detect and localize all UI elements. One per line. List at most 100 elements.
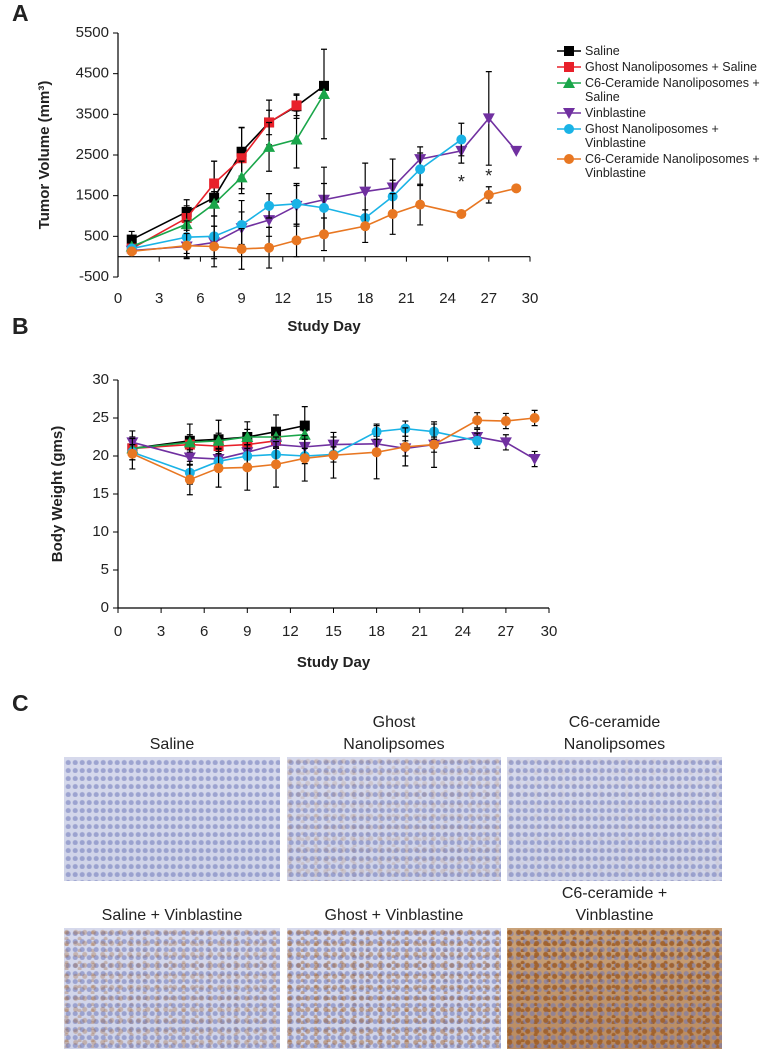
y-tick-label: 4500 (76, 65, 109, 82)
image-title: Nanolipsomes (564, 736, 665, 753)
marker (271, 459, 282, 470)
y-tick-label: 5500 (76, 24, 109, 41)
x-tick-label: 24 (439, 290, 456, 307)
marker (510, 145, 523, 157)
marker (415, 199, 426, 210)
marker (208, 197, 221, 209)
legend-swatch (557, 108, 581, 119)
legend-swatch (557, 62, 581, 72)
legend-item: Vinblastine (556, 106, 771, 120)
legend-item: Ghost Nanoliposomes + Vinblastine (556, 122, 771, 150)
marker (209, 241, 220, 252)
y-tick-label: 0 (101, 599, 109, 616)
marker (264, 200, 275, 211)
ihc-image (507, 757, 722, 881)
y-tick-label: 20 (92, 447, 109, 464)
marker (291, 235, 302, 246)
marker (328, 450, 339, 461)
marker (483, 189, 494, 200)
image-title: Ghost (373, 714, 416, 731)
x-tick-label: 9 (243, 623, 251, 640)
marker (371, 447, 382, 458)
marker (318, 88, 330, 99)
marker (236, 243, 247, 254)
legend-label: C6-Ceramide Nanoliposomes + Vinblastine (585, 152, 760, 180)
marker (319, 229, 329, 240)
x-tick-label: 24 (454, 623, 471, 640)
y-tick-label: 500 (84, 227, 109, 244)
y-tick-label: 3500 (76, 105, 109, 122)
marker (212, 434, 225, 446)
legend-label: C6-Ceramide Nanoliposomes + Saline (585, 76, 760, 104)
marker (564, 124, 574, 134)
series-line (132, 433, 305, 450)
x-tick-label: 15 (316, 290, 333, 307)
annotation: * (458, 172, 465, 192)
image-title: Vinblastine (576, 907, 654, 924)
image-title: C6-ceramide (569, 714, 661, 731)
image-title: Ghost + Vinblastine (325, 907, 464, 924)
x-tick-label: 12 (274, 290, 291, 307)
y-tick-label: 15 (92, 485, 109, 502)
marker (482, 113, 495, 125)
marker (528, 454, 541, 466)
marker (400, 441, 411, 452)
marker (241, 431, 254, 442)
marker (126, 234, 137, 245)
panel-label: A (12, 0, 29, 26)
x-tick-label: 15 (325, 623, 342, 640)
x-tick-label: 6 (196, 290, 204, 307)
y-axis-label: Tumor Volume (mm³) (36, 81, 53, 230)
marker (564, 154, 574, 164)
marker (472, 435, 483, 446)
legend-label: Ghost Nanoliposomes + Vinblastine (585, 122, 719, 150)
marker (499, 437, 512, 449)
x-tick-label: 3 (155, 290, 163, 307)
x-tick-label: 18 (357, 290, 374, 307)
image-title: Saline (150, 736, 195, 753)
ihc-image (64, 928, 280, 1049)
ihc-image (507, 928, 722, 1049)
marker (236, 153, 247, 164)
x-tick-label: 21 (398, 290, 415, 307)
ihc-image (64, 757, 280, 881)
chart: B 0 5 10 15 20 25 30 0 3 6 9 12 15 18 21 24 27 30 Study Day… (12, 313, 557, 671)
y-tick-label: 5 (101, 561, 109, 578)
marker (360, 221, 371, 232)
marker (564, 62, 574, 72)
marker (359, 186, 372, 198)
y-tick-label: -500 (79, 268, 109, 285)
image-title: Saline + Vinblastine (102, 907, 243, 924)
marker (472, 415, 483, 426)
marker (299, 453, 310, 464)
x-tick-label: 30 (541, 623, 558, 640)
x-axis-label: Study Day (297, 654, 371, 671)
legend-item: C6-Ceramide Nanoliposomes + Saline (556, 76, 771, 104)
x-tick-label: 6 (200, 623, 208, 640)
marker (563, 108, 575, 119)
legend: Saline Ghost Nanoliposomes + Saline C6-Cer… (556, 44, 771, 182)
legend-item: C6-Ceramide Nanoliposomes + Vinblastine (556, 152, 771, 180)
marker (298, 428, 311, 440)
marker (387, 208, 398, 219)
marker (235, 171, 248, 183)
chart: A -500 500 1500 2500 3500 4500 5500 0 3 6 9 12 15 18 21… (12, 0, 538, 335)
image-title: Nanolipsomes (343, 736, 444, 753)
legend-swatch (557, 124, 581, 134)
marker (264, 242, 275, 253)
marker (290, 133, 303, 145)
panel-label: C (12, 690, 29, 716)
y-tick-label: 2500 (76, 146, 109, 163)
y-axis-label: Body Weight (gms) (49, 426, 66, 562)
marker (456, 134, 467, 145)
marker (563, 77, 575, 88)
x-tick-label: 27 (480, 290, 497, 307)
marker (213, 463, 224, 474)
panel-label: B (12, 313, 29, 339)
legend-label: Ghost Nanoliposomes + Saline (585, 60, 757, 74)
legend-label: Saline (585, 44, 620, 58)
marker (263, 140, 276, 152)
marker (456, 208, 467, 219)
marker (511, 183, 522, 194)
